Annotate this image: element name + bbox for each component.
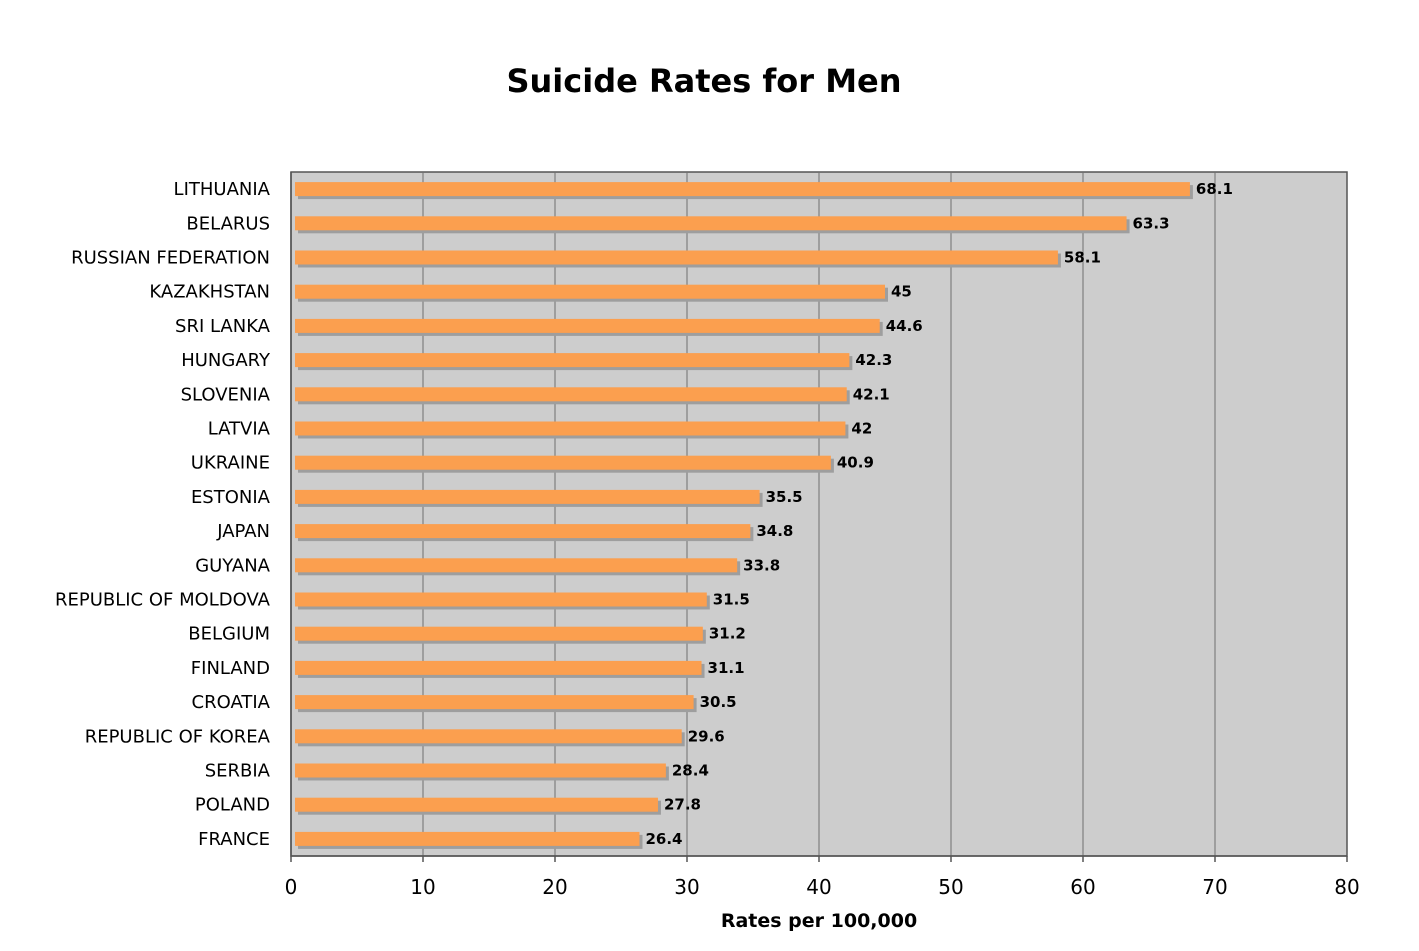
data-label: 42.3 [855, 351, 892, 369]
category-label: GUYANA [195, 555, 270, 576]
data-label: 29.6 [688, 727, 725, 745]
data-label: 40.9 [837, 454, 874, 472]
data-label: 35.5 [766, 488, 803, 506]
category-label: SRI LANKA [175, 316, 271, 337]
bar-republic-of-korea [295, 729, 682, 744]
category-label: REPUBLIC OF MOLDOVA [55, 590, 271, 611]
bar-estonia [295, 489, 760, 504]
data-label: 34.8 [756, 522, 793, 540]
x-tick-label: 0 [285, 875, 298, 899]
data-label: 58.1 [1064, 249, 1101, 267]
bar-sri-lanka [295, 318, 880, 333]
category-label: HUNGARY [181, 350, 271, 371]
category-label: BELARUS [186, 213, 270, 234]
category-label: CROATIA [192, 692, 271, 713]
bar-latvia [295, 421, 846, 436]
bar-lithuania [295, 182, 1190, 197]
bar-serbia [295, 763, 666, 778]
category-label: UKRAINE [191, 453, 270, 474]
bar-russian-federation [295, 250, 1058, 265]
category-label: ESTONIA [191, 487, 271, 508]
bar-belgium [295, 626, 703, 641]
category-label: JAPAN [216, 521, 270, 542]
bar-ukraine [295, 455, 831, 470]
bar-finland [295, 660, 702, 675]
x-axis-ticks: 0 10 20 30 40 50 60 70 80 [285, 856, 1360, 899]
data-label: 42 [851, 420, 872, 438]
x-tick-label: 10 [410, 875, 435, 899]
x-tick-label: 50 [938, 875, 963, 899]
category-label: BELGIUM [188, 624, 270, 645]
bar-poland [295, 797, 658, 812]
data-label: 44.6 [886, 317, 923, 335]
category-label: RUSSIAN FEDERATION [71, 248, 270, 269]
chart-title: Suicide Rates for Men [506, 62, 901, 100]
category-label: LATVIA [208, 419, 271, 440]
bar-guyana [295, 558, 738, 573]
bar-republic-of-moldova [295, 592, 707, 607]
bar-belarus [295, 216, 1127, 231]
x-tick-label: 80 [1334, 875, 1359, 899]
bar-kazakhstan [295, 284, 885, 299]
category-label: KAZAKHSTAN [149, 282, 270, 303]
x-tick-label: 40 [806, 875, 831, 899]
data-label: 68.1 [1196, 180, 1233, 198]
data-label: 28.4 [672, 762, 709, 780]
data-label: 27.8 [664, 796, 701, 814]
x-tick-label: 70 [1202, 875, 1227, 899]
data-label: 31.2 [709, 625, 746, 643]
category-label: LITHUANIA [174, 179, 271, 200]
bar-hungary [295, 353, 850, 368]
bar-france [295, 831, 640, 846]
data-label: 30.5 [700, 693, 737, 711]
data-label: 31.1 [708, 659, 745, 677]
category-label: FRANCE [198, 829, 270, 850]
bar-japan [295, 524, 751, 539]
data-label: 45 [891, 283, 912, 301]
x-tick-label: 20 [542, 875, 567, 899]
bar-croatia [295, 695, 694, 710]
category-label: FINLAND [191, 658, 270, 679]
x-tick-label: 60 [1070, 875, 1095, 899]
category-label: POLAND [195, 795, 270, 816]
data-label: 42.1 [853, 385, 890, 403]
category-labels: LITHUANIA BELARUS RUSSIAN FEDERATION KAZAKH… [55, 179, 271, 850]
category-label: SERBIA [205, 761, 271, 782]
bars [295, 182, 1193, 849]
data-label: 26.4 [645, 830, 682, 848]
x-axis-title: Rates per 100,000 [721, 910, 917, 932]
x-tick-label: 30 [674, 875, 699, 899]
data-label: 31.5 [713, 591, 750, 609]
category-label: SLOVENIA [181, 384, 271, 405]
bar-slovenia [295, 387, 847, 402]
data-label: 33.8 [743, 556, 780, 574]
category-label: REPUBLIC OF KOREA [85, 726, 271, 747]
data-label: 63.3 [1133, 214, 1170, 232]
value-labels: 68.1 63.3 58.1 45 44.6 42.3 42.1 42 40.9 35.5 34.8… [645, 180, 1232, 848]
